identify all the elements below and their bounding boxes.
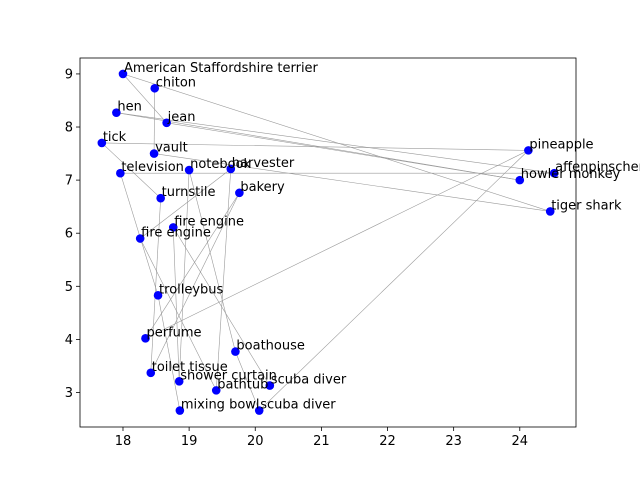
- edge-line: [157, 295, 181, 411]
- points-layer: [97, 69, 559, 415]
- data-point: [162, 118, 171, 128]
- data-point: [226, 164, 236, 174]
- data-point: [254, 406, 264, 415]
- point-label: jean: [167, 110, 196, 125]
- edge-line: [122, 73, 167, 123]
- x-tick-label: 20: [247, 434, 264, 449]
- point-label: pineapple: [529, 137, 593, 152]
- point-label: vault: [155, 141, 188, 156]
- data-point: [112, 108, 121, 117]
- point-label: howler monkey: [521, 167, 621, 182]
- point-label: perfume: [146, 325, 201, 340]
- data-point: [116, 168, 125, 178]
- point-label: notebook: [190, 157, 251, 172]
- data-point: [118, 69, 128, 79]
- data-point: [153, 291, 163, 300]
- edge-line: [116, 112, 555, 174]
- x-tick-label: 22: [379, 434, 396, 449]
- edge-line: [145, 150, 529, 339]
- data-point: [156, 193, 165, 203]
- edge-line: [166, 122, 520, 181]
- data-point: [515, 175, 525, 185]
- edge-line: [178, 170, 190, 382]
- data-point: [174, 377, 184, 386]
- point-label: tiger shark: [551, 198, 622, 213]
- edge-line: [101, 142, 161, 199]
- y-tick-label: 4: [65, 333, 73, 348]
- edge-line: [122, 73, 551, 212]
- edge-line: [259, 150, 529, 411]
- edge-line: [150, 198, 161, 373]
- edge-line: [154, 153, 551, 212]
- data-point: [265, 381, 275, 390]
- axes-frame: [79, 57, 577, 428]
- edge-line: [145, 192, 240, 339]
- data-point: [549, 168, 559, 178]
- point-label: turnstile: [162, 185, 216, 200]
- edge-line: [215, 168, 232, 391]
- data-point: [150, 83, 160, 93]
- y-tick-label: 9: [65, 67, 73, 82]
- data-point: [135, 234, 145, 243]
- data-point: [231, 347, 240, 356]
- x-tick-label: 24: [512, 434, 529, 449]
- point-label: scuba diver: [260, 398, 336, 413]
- edge-line: [150, 192, 240, 373]
- data-point: [524, 146, 533, 155]
- data-point: [97, 138, 107, 148]
- data-point: [168, 223, 178, 232]
- point-label: boathouse: [236, 339, 304, 354]
- data-point: [175, 406, 185, 415]
- point-label: fire engine: [174, 214, 244, 229]
- point-label: shower curtain: [180, 368, 277, 383]
- x-tick-label: 18: [115, 434, 132, 449]
- x-tick-label: 19: [181, 434, 198, 449]
- x-tick-label: 23: [445, 434, 462, 449]
- y-tick-label: 7: [65, 174, 73, 189]
- y-tick-label: 6: [65, 227, 73, 242]
- point-label: mixing bowl: [181, 398, 260, 413]
- edge-line: [188, 169, 236, 352]
- point-label: chiton: [156, 75, 196, 90]
- data-point: [545, 207, 555, 216]
- y-tick-label: 5: [65, 280, 73, 295]
- point-label: toilet tissue: [152, 360, 228, 375]
- data-point: [141, 334, 150, 343]
- data-point: [149, 149, 159, 158]
- y-tick-label: 8: [65, 121, 73, 136]
- edge-line: [120, 173, 159, 296]
- point-label: harvester: [232, 156, 295, 171]
- edge-line: [172, 227, 271, 386]
- point-label: trolleybus: [159, 282, 224, 297]
- x-tick-label: 21: [313, 434, 330, 449]
- data-point: [184, 165, 194, 175]
- edges-layer: [101, 73, 555, 411]
- edge-line: [139, 168, 231, 239]
- point-label: tick: [103, 130, 127, 145]
- point-label: American Staffordshire terrier: [124, 61, 319, 76]
- data-point: [211, 386, 221, 395]
- edge-line: [139, 238, 217, 391]
- y-ticks: 3 4 5 6 7 8 9: [65, 67, 80, 401]
- point-label: hen: [117, 100, 141, 115]
- edge-line: [116, 112, 520, 181]
- edge-line: [172, 227, 180, 382]
- edge-line: [153, 88, 156, 154]
- edge-line: [235, 351, 260, 411]
- point-label: bathtub: [217, 377, 268, 392]
- y-tick-label: 3: [65, 386, 73, 401]
- x-ticks: 18 19 20 21 22 23 24: [115, 427, 528, 449]
- point-label: fire engine: [141, 226, 211, 241]
- point-label: scuba diver: [271, 373, 347, 388]
- data-point: [235, 188, 244, 198]
- point-label: bakery: [240, 180, 285, 195]
- data-point: [146, 368, 156, 378]
- point-label: television: [121, 160, 184, 175]
